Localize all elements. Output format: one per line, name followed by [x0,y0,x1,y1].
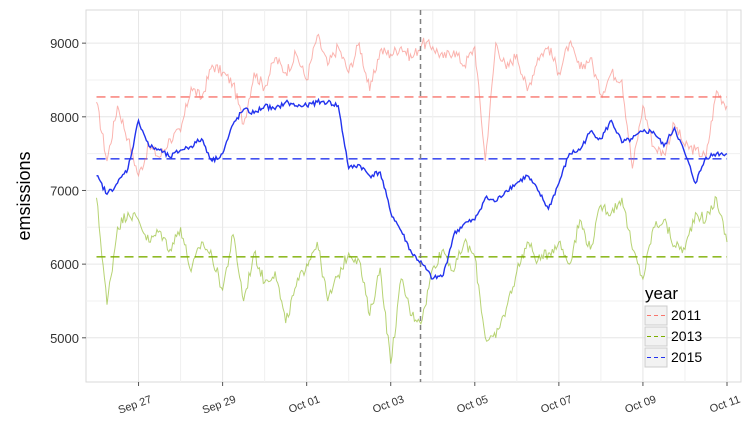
plot-panel [85,9,742,383]
grid-lines [86,10,741,382]
y-axis-ticks: 5000 6000 7000 8000 9000 [50,36,86,346]
legend-label-2011: 2011 [671,307,701,323]
x-tick-label: Oct 07 [539,394,574,416]
y-tick-label: 7000 [50,183,79,198]
x-tick-label: Oct 03 [371,394,406,416]
series-line-2015 [96,97,728,280]
y-tick-label: 8000 [50,110,79,125]
x-tick-label: Sep 29 [201,394,238,417]
y-tick-label: 9000 [50,36,79,51]
y-axis-title: emsissions [14,151,34,240]
legend-label-2015: 2015 [671,349,702,365]
legend-item-2013: 2013 [644,326,702,347]
legend-item-2011: 2011 [644,305,701,326]
x-tick-label: Oct 09 [623,394,658,416]
x-tick-label: Oct 11 [708,394,742,416]
legend-label-2013: 2013 [671,328,702,344]
x-tick-label: Oct 01 [287,394,322,416]
x-tick-label: Oct 05 [455,394,490,416]
legend: year 2011 2013 2015 [644,284,702,368]
x-tick-label: Sep 27 [117,394,154,417]
legend-title: year [645,284,678,303]
legend-item-2015: 2015 [644,347,702,368]
series-line-2011 [96,33,728,178]
series-lines [96,33,728,364]
y-tick-label: 5000 [50,331,79,346]
series-line-2013 [96,195,728,364]
x-axis-ticks: Sep 27 Sep 29 Oct 01 Oct 03 Oct 05 Oct 07 Oct … [117,382,742,417]
y-tick-label: 6000 [50,257,79,272]
